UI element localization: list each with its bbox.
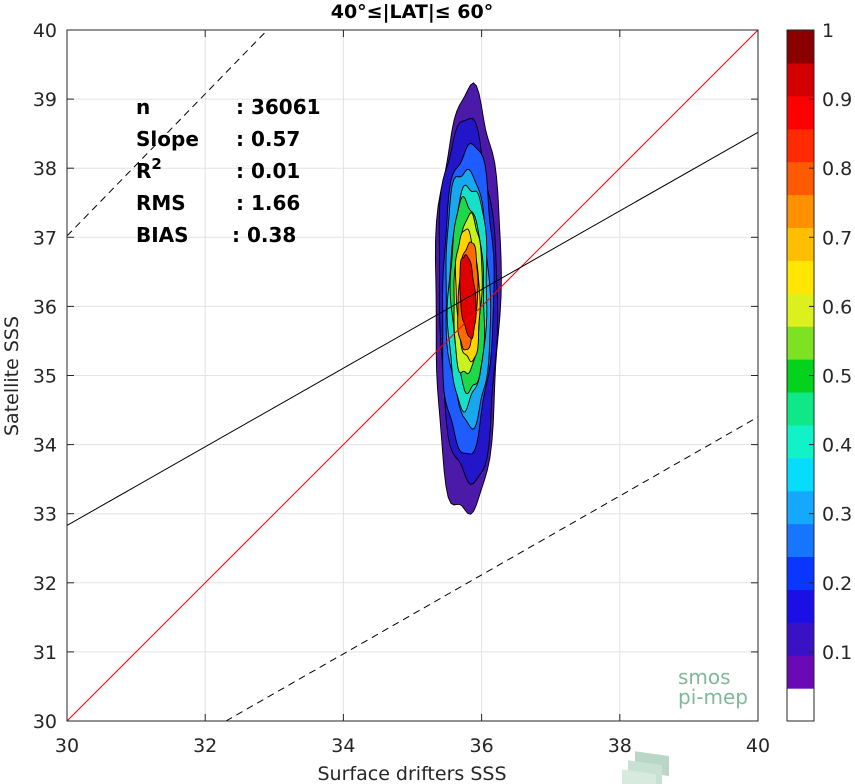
y-tick-label-0: 30 (33, 711, 57, 733)
lower-bound-line (225, 416, 758, 721)
regression-line (67, 131, 758, 526)
stat-label-1: Slope (136, 127, 199, 151)
colorbar-segment-9 (787, 391, 814, 426)
colorbar-tick-label-4: 0.5 (822, 366, 852, 388)
watermark-logo: smos pi-mep (622, 665, 748, 784)
y-tick-label-8: 38 (33, 158, 57, 180)
y-tick-label-7: 37 (33, 227, 57, 249)
stat-value-0: : 36061 (236, 95, 321, 119)
stat-value-1: : 0.57 (236, 127, 300, 151)
x-tick-label-0: 30 (55, 735, 79, 757)
colorbar-tick-label-1: 0.2 (822, 573, 852, 595)
colorbar-segment-0 (787, 688, 814, 722)
y-tick-label-5: 35 (33, 366, 57, 388)
x-tick-label-1: 32 (193, 735, 217, 757)
chart-title: 40°≤|LAT|≤ 60° (331, 1, 494, 23)
x-tick-label-2: 34 (331, 735, 355, 757)
colorbar-tick-label-0: 0.1 (822, 642, 852, 664)
y-axis: 30 31 32 33 34 35 36 37 38 39 40 (33, 20, 758, 733)
y-tick-label-2: 32 (33, 573, 57, 595)
stat-value-2: : 0.01 (236, 159, 300, 183)
stat-superscript: 2 (151, 155, 161, 173)
colorbar-tick-label-5: 0.6 (822, 296, 852, 318)
reference-lines (67, 30, 758, 721)
colorbar-segment-6 (787, 490, 814, 525)
colorbar-tick-label-3: 0.4 (822, 435, 852, 457)
colorbar-segment-17 (787, 128, 814, 163)
colorbar-segment-4 (787, 556, 814, 590)
colorbar-segment-14 (787, 227, 814, 261)
colorbar-segment-16 (787, 161, 814, 196)
colorbar-segment-15 (787, 194, 814, 229)
watermark-line2: pi-mep (678, 685, 748, 709)
colorbar-segment-3 (787, 589, 814, 623)
colorbar-segment-12 (787, 293, 814, 327)
y-tick-label-9: 39 (33, 89, 57, 111)
stat-label-0: n (136, 95, 150, 119)
stat-label-2: R2 (136, 155, 162, 183)
x-axis-label: Surface drifters SSS (318, 763, 507, 784)
density-contours (434, 82, 502, 515)
colorbar-segment-19 (787, 62, 814, 97)
x-tick-label-5: 40 (746, 735, 770, 757)
colorbar-segment-5 (787, 523, 814, 558)
colorbar-segment-1 (787, 655, 814, 689)
colorbar-segment-11 (787, 326, 814, 360)
colorbar-tick-label-7: 0.8 (822, 158, 852, 180)
colorbar-segment-2 (787, 622, 814, 656)
smos-logo-icon (622, 751, 669, 784)
stat-value-3: : 1.66 (236, 191, 300, 215)
y-tick-label-6: 36 (33, 296, 57, 318)
colorbar-tick-label-2: 0.3 (822, 504, 852, 526)
stat-value-4: : 0.38 (232, 223, 296, 247)
contour-level-0.9 (459, 254, 477, 340)
one-to-one-line (67, 30, 758, 721)
stats-box: n : 36061 Slope : 0.57 R2 : 0.01 RMS : 1.66 BIAS… (136, 95, 321, 247)
y-tick-label-3: 33 (33, 504, 57, 526)
watermark-line1: smos (678, 665, 731, 689)
colorbar-tick-label-8: 0.9 (822, 89, 852, 111)
stat-label-3: RMS (136, 191, 186, 215)
x-axis: 30 32 34 36 38 40 (55, 30, 770, 757)
colorbar-segment-7 (787, 457, 814, 492)
colorbar-segment-8 (787, 424, 814, 459)
colorbar-segment-13 (787, 260, 814, 294)
x-tick-label-4: 38 (608, 735, 632, 757)
y-tick-label-1: 31 (33, 642, 57, 664)
colorbar-segment-20 (787, 30, 814, 64)
y-axis-label: Satellite SSS (1, 316, 23, 436)
y-tick-label-4: 34 (33, 435, 57, 457)
colorbar-tick-label-6: 0.7 (822, 227, 852, 249)
y-tick-label-10: 40 (33, 20, 57, 42)
colorbar-tick-label-9: 1 (822, 20, 834, 42)
colorbar: 0.1 0.2 0.3 0.4 0.5 0.6 0.7 0.8 0.9 1 (786, 20, 852, 722)
colorbar-segment-18 (787, 95, 814, 130)
stat-label-4: BIAS (136, 223, 189, 247)
x-tick-label-3: 36 (470, 735, 494, 757)
